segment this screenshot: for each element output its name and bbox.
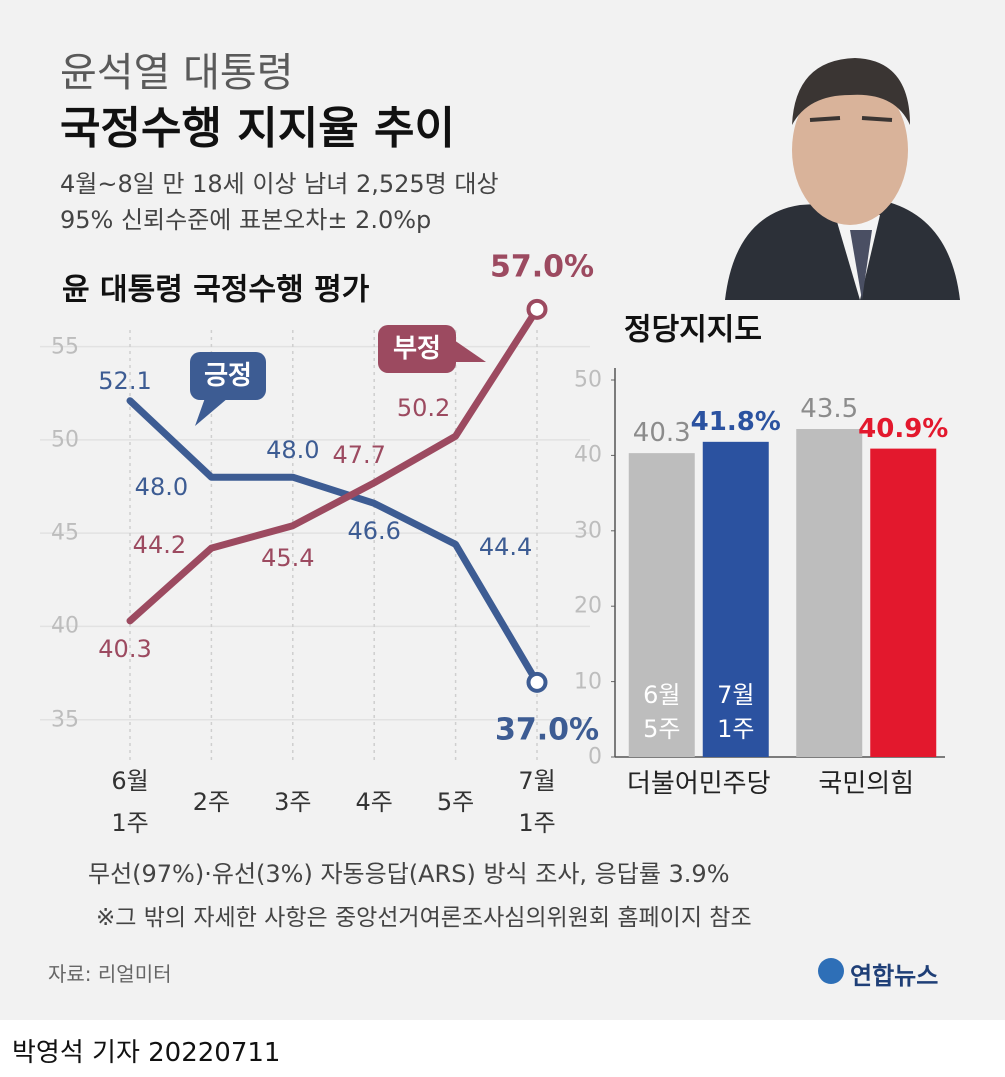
legend-bubble <box>378 325 456 373</box>
legend-bubble-tail <box>454 340 486 362</box>
x-tick-label: 4주 <box>355 788 393 816</box>
chart-title: 윤 대통령 국정수행 평가 <box>62 272 370 308</box>
x-tick-label: 6월 1주 <box>111 767 149 837</box>
value-label: 46.6 <box>347 517 401 546</box>
y-tick-label: 30 <box>574 518 602 544</box>
value-label: 52.1 <box>98 366 152 395</box>
value-label: 44.2 <box>132 531 187 560</box>
legend-label: 긍정 <box>204 360 252 391</box>
value-label: 48.0 <box>134 473 189 502</box>
bar <box>870 448 937 757</box>
x-tick-label: 국민의힘 <box>818 768 915 799</box>
byline: 박영석 기자 20220711 <box>12 1038 281 1068</box>
value-label: 45.4 <box>261 543 315 572</box>
value-label: 48.0 <box>266 436 320 465</box>
legend-bubble-tail <box>195 398 228 426</box>
x-tick-label: 3주 <box>274 788 312 816</box>
y-tick-label: 20 <box>574 593 602 619</box>
value-label: 40.3 <box>632 417 691 448</box>
x-tick-label: 2주 <box>192 788 231 816</box>
y-tick-label: 55 <box>51 333 79 359</box>
y-tick-label: 40 <box>51 613 79 639</box>
title-line-2: 국정수행 지지율 추이 <box>60 103 455 154</box>
value-label: 40.3 <box>98 634 152 663</box>
y-tick-label: 10 <box>574 668 602 694</box>
legend-label: 7월 1주 <box>717 681 755 743</box>
x-tick-label: 5주 <box>436 788 475 816</box>
value-label: 47.7 <box>332 440 386 469</box>
chart-title: 정당지지도 <box>624 312 762 348</box>
y-tick-label: 50 <box>574 367 602 393</box>
value-label: 40.9% <box>858 413 949 444</box>
subtitle-line-1: 4월~8일 만 18세 이상 남녀 2,525명 대상 <box>60 170 499 198</box>
value-label: 43.5 <box>800 393 859 424</box>
logo-icon <box>818 958 844 984</box>
value-label: 37.0% <box>494 712 600 748</box>
value-label: 44.4 <box>478 533 533 562</box>
legend-bubble <box>190 352 266 400</box>
end-point <box>526 298 548 320</box>
series-line <box>126 397 541 686</box>
y-tick-label: 0 <box>588 744 602 770</box>
end-point <box>526 671 548 693</box>
x-tick-label: 7월 1주 <box>518 767 556 837</box>
y-tick-label: 40 <box>574 442 602 468</box>
y-tick-label: 50 <box>51 427 79 453</box>
value-label: 57.0% <box>489 249 595 285</box>
series-line <box>126 305 541 625</box>
x-tick-label: 더불어민주당 <box>626 768 771 799</box>
source: 자료: 리얼미터 <box>48 962 172 986</box>
value-label: 41.8% <box>690 406 781 437</box>
logo: 연합뉴스 <box>850 962 939 990</box>
title-line-1: 윤석열 대통령 <box>60 50 294 96</box>
legend-label: 부정 <box>393 333 441 364</box>
footnote: ※그 밖의 자세한 사항은 중앙선거여론조사심의위원회 홈페이지 참조 <box>96 905 752 931</box>
y-tick-label: 45 <box>51 520 79 546</box>
bar <box>796 429 863 757</box>
y-tick-label: 35 <box>51 706 79 732</box>
subtitle-line-2: 95% 신뢰수준에 표본오차± 2.0%p <box>60 206 432 234</box>
legend-label: 6월 5주 <box>643 681 681 743</box>
bar <box>628 453 695 757</box>
value-label: 50.2 <box>396 394 451 423</box>
bar <box>702 441 769 757</box>
portrait <box>725 58 960 300</box>
footnote: 무선(97%)·유선(3%) 자동응답(ARS) 방식 조사, 응답률 3.9% <box>88 860 730 888</box>
